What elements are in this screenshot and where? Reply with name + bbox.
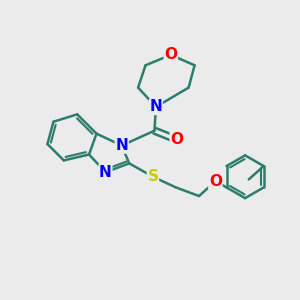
Text: O: O (209, 174, 222, 189)
Text: O: O (170, 132, 183, 147)
Text: N: N (116, 138, 128, 153)
Text: S: S (148, 169, 158, 184)
Text: N: N (150, 99, 162, 114)
Text: O: O (164, 47, 177, 62)
Text: N: N (99, 165, 112, 180)
